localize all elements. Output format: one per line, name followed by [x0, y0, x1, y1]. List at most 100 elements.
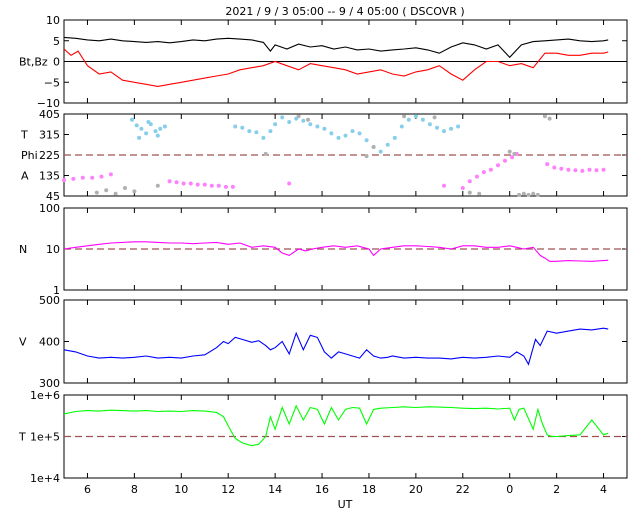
series-line-speed	[63, 327, 609, 366]
point-phi	[503, 158, 507, 163]
y-tick-label: 1	[53, 284, 60, 297]
point-theta	[427, 122, 432, 127]
point-phi_gray	[467, 190, 472, 195]
point-theta	[162, 124, 167, 129]
point-theta	[153, 129, 158, 134]
point-theta	[268, 129, 273, 134]
point-phi_gray	[123, 186, 127, 190]
point-phi_gray	[296, 114, 301, 119]
point-phi_gray	[526, 192, 531, 197]
point-phi	[510, 155, 515, 160]
x-tick-label: 2	[553, 483, 560, 496]
point-phi_gray	[542, 114, 547, 119]
point-phi	[559, 166, 564, 171]
point-theta	[158, 126, 163, 131]
point-phi_gray	[521, 191, 526, 196]
x-tick-label: 12	[221, 483, 235, 496]
point-phi	[545, 162, 550, 167]
point-phi_gray	[547, 116, 552, 121]
point-theta	[392, 135, 397, 140]
point-phi	[580, 168, 585, 173]
point-phi	[195, 182, 200, 187]
point-theta	[301, 118, 306, 123]
point-phi	[467, 179, 472, 184]
point-theta	[155, 133, 160, 138]
point-phi	[209, 183, 214, 188]
point-theta	[287, 120, 292, 124]
y-tick-label: 1e+4	[30, 472, 60, 485]
series-line-bz	[63, 48, 609, 87]
series-line-bt	[63, 36, 609, 59]
point-phi	[587, 167, 592, 172]
x-tick-label: 4	[600, 483, 607, 496]
point-phi_gray	[364, 154, 369, 159]
point-theta	[130, 117, 134, 122]
point-theta	[254, 130, 259, 135]
panel-speed: 500 400 300 V	[19, 294, 628, 390]
point-phi	[594, 168, 599, 173]
point-theta	[329, 131, 334, 136]
x-tick-label: 0	[506, 483, 513, 496]
point-phi_gray	[402, 114, 407, 119]
y-axis-label: N	[19, 243, 27, 256]
point-phi	[573, 168, 578, 173]
point-theta	[420, 117, 425, 122]
point-phi	[287, 181, 292, 186]
point-theta	[336, 135, 341, 140]
point-phi_gray	[94, 190, 99, 195]
y-axis-label: Phi	[21, 149, 38, 162]
series-line-temperature	[63, 404, 609, 447]
point-phi_gray	[132, 189, 137, 194]
x-tick-label: 20	[409, 483, 423, 496]
point-theta	[399, 124, 404, 129]
x-tick-label: 10	[174, 483, 188, 496]
point-phi	[99, 174, 104, 179]
point-phi	[460, 186, 465, 190]
y-tick-label: 100	[39, 202, 60, 215]
point-phi	[71, 176, 76, 181]
point-theta	[261, 135, 266, 140]
y-axis-label: T	[20, 129, 28, 142]
point-phi	[496, 163, 500, 168]
point-theta	[442, 129, 446, 134]
panel-direction: 405 315 225 135 45 T Phi A	[20, 108, 628, 203]
x-tick-label: 14	[268, 483, 282, 496]
point-phi	[90, 175, 95, 180]
point-theta	[385, 142, 390, 147]
point-phi	[188, 181, 193, 186]
series-line-density	[63, 241, 609, 262]
point-phi_gray	[104, 188, 109, 193]
x-tick-labels: 6 8 10 12 14 16 18 20 22 0 2 4	[84, 483, 607, 496]
chart-title: 2021 / 9 / 3 05:00 -- 9 / 4 05:00 ( DSCO…	[225, 5, 464, 18]
point-theta	[315, 124, 320, 129]
y-tick-label: 300	[39, 377, 60, 390]
point-phi	[62, 178, 66, 183]
point-theta	[240, 125, 245, 130]
point-phi	[174, 180, 179, 185]
panel-magnetic_field: 10 5 0 −5 −10 Bt,Bz	[19, 14, 628, 110]
point-phi_gray	[477, 191, 482, 196]
point-phi_gray	[507, 149, 512, 154]
point-theta	[233, 124, 238, 129]
point-theta	[137, 135, 142, 140]
point-phi_gray	[531, 191, 536, 196]
point-phi	[108, 172, 113, 177]
point-phi_gray	[306, 117, 310, 122]
point-theta	[322, 126, 327, 131]
y-tick-label: 225	[39, 149, 60, 162]
point-phi	[80, 175, 85, 180]
y-tick-label: 45	[46, 190, 60, 203]
x-tick-label: 16	[315, 483, 329, 496]
point-theta	[280, 115, 285, 120]
point-phi	[202, 182, 207, 187]
point-phi	[181, 181, 186, 186]
point-phi	[481, 170, 486, 175]
point-phi_gray	[371, 145, 376, 149]
point-phi_gray	[155, 183, 160, 188]
point-phi_gray	[512, 151, 517, 156]
y-tick-label: 400	[39, 336, 60, 349]
y-axis-label: Bt,Bz	[19, 56, 48, 69]
y-tick-label: −5	[44, 76, 60, 89]
point-theta	[378, 149, 383, 154]
